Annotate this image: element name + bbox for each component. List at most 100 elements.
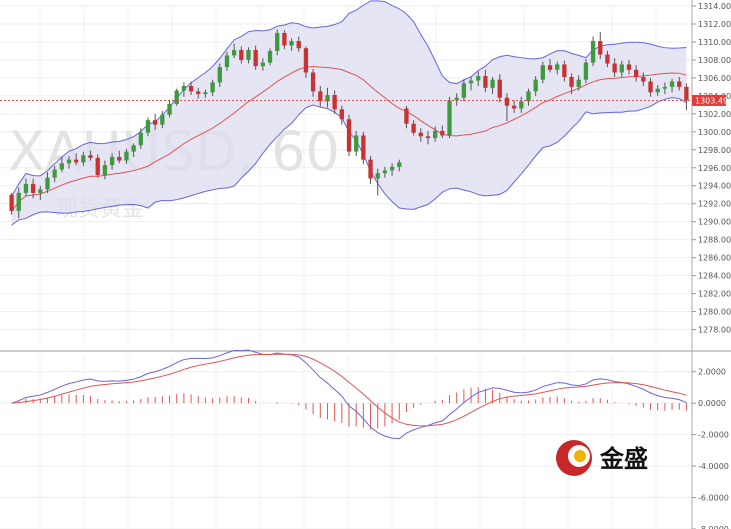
macd-tick-label: -4.0000: [698, 462, 729, 471]
candle: [153, 120, 158, 125]
candle: [526, 91, 531, 102]
candle: [440, 130, 445, 136]
candle: [619, 64, 624, 73]
candle: [641, 76, 646, 82]
candle: [131, 145, 136, 152]
macd-panel: [11, 349, 687, 440]
candle: [397, 162, 402, 167]
last-price-marker: 1303.49: [692, 94, 728, 106]
candle: [253, 50, 258, 67]
price-tick-label: 1296.00: [698, 164, 731, 173]
candle: [59, 163, 64, 170]
candle: [325, 94, 330, 102]
candle: [447, 100, 452, 136]
candle: [677, 81, 682, 87]
candle: [303, 48, 309, 73]
candle: [662, 86, 668, 89]
candle: [145, 120, 151, 133]
candle: [210, 82, 215, 93]
logo-text: 金盛: [599, 445, 648, 473]
candle: [217, 67, 222, 83]
candle: [275, 32, 280, 51]
logo: 金盛: [556, 440, 648, 476]
candle: [102, 165, 108, 175]
candle: [569, 76, 574, 87]
candle: [648, 81, 653, 93]
candle: [138, 132, 143, 146]
candle: [124, 151, 129, 161]
candle: [66, 159, 72, 164]
candle: [598, 41, 603, 55]
candle: [181, 85, 187, 91]
candle: [74, 159, 79, 163]
candle: [519, 101, 524, 109]
candle: [583, 62, 589, 80]
price-tick-label: 1280.00: [698, 308, 731, 317]
candle: [504, 97, 510, 106]
candle: [296, 41, 301, 49]
candle: [52, 169, 57, 178]
candle: [117, 156, 122, 161]
candle: [346, 119, 352, 152]
candle: [109, 156, 115, 166]
candle: [483, 76, 488, 88]
candle: [318, 91, 323, 102]
candle: [626, 64, 632, 70]
candle: [490, 79, 495, 88]
candle: [411, 123, 416, 133]
price-tick-label: 1288.00: [698, 236, 731, 245]
candle: [461, 83, 467, 98]
candle: [562, 64, 567, 77]
logo-icon-core: [574, 450, 586, 462]
candle: [432, 130, 438, 139]
candle: [634, 69, 639, 77]
candle: [332, 94, 337, 110]
macd-tick-label: -8.0000: [698, 525, 729, 529]
candle: [174, 90, 179, 104]
candle: [404, 108, 409, 124]
price-tick-label: 1300.00: [698, 128, 731, 137]
ma-line: [11, 66, 687, 212]
candle: [368, 159, 373, 179]
candle: [203, 92, 208, 95]
candle: [612, 63, 617, 73]
candle: [375, 173, 380, 179]
candle: [655, 88, 660, 93]
candle: [497, 79, 502, 98]
candle: [454, 97, 459, 101]
candle: [511, 105, 517, 109]
candle: [167, 103, 172, 115]
band-fill: [11, 0, 687, 226]
candle: [590, 41, 596, 63]
candle: [81, 155, 86, 163]
price-tick-label: 1286.00: [698, 254, 731, 263]
candle: [16, 192, 21, 211]
candle: [38, 189, 43, 193]
candle: [260, 62, 266, 67]
macd-tick-label: 2.0000: [698, 368, 726, 377]
macd-tick-label: -2.0000: [698, 431, 729, 440]
candle: [231, 50, 237, 56]
candle: [354, 135, 359, 152]
candle: [605, 54, 610, 64]
price-tick-label: 1302.00: [698, 110, 731, 119]
candle: [684, 86, 689, 101]
candle: [339, 109, 344, 120]
candle: [23, 183, 29, 193]
candle: [9, 194, 14, 211]
macd-tick-label: 0.0000: [698, 399, 726, 408]
candle: [576, 79, 581, 87]
candle: [196, 91, 201, 95]
candle: [382, 170, 388, 174]
price-tick-label: 1310.00: [698, 38, 731, 47]
candle: [224, 55, 230, 68]
price-axis: 1314.001312.001310.001308.001306.001304.…: [691, 0, 731, 529]
price-tick-label: 1290.00: [698, 218, 731, 227]
price-tick-label: 1308.00: [698, 56, 731, 65]
candle: [88, 155, 93, 158]
candles: [0, 29, 692, 219]
price-tick-label: 1282.00: [698, 290, 731, 299]
candle: [540, 65, 545, 80]
